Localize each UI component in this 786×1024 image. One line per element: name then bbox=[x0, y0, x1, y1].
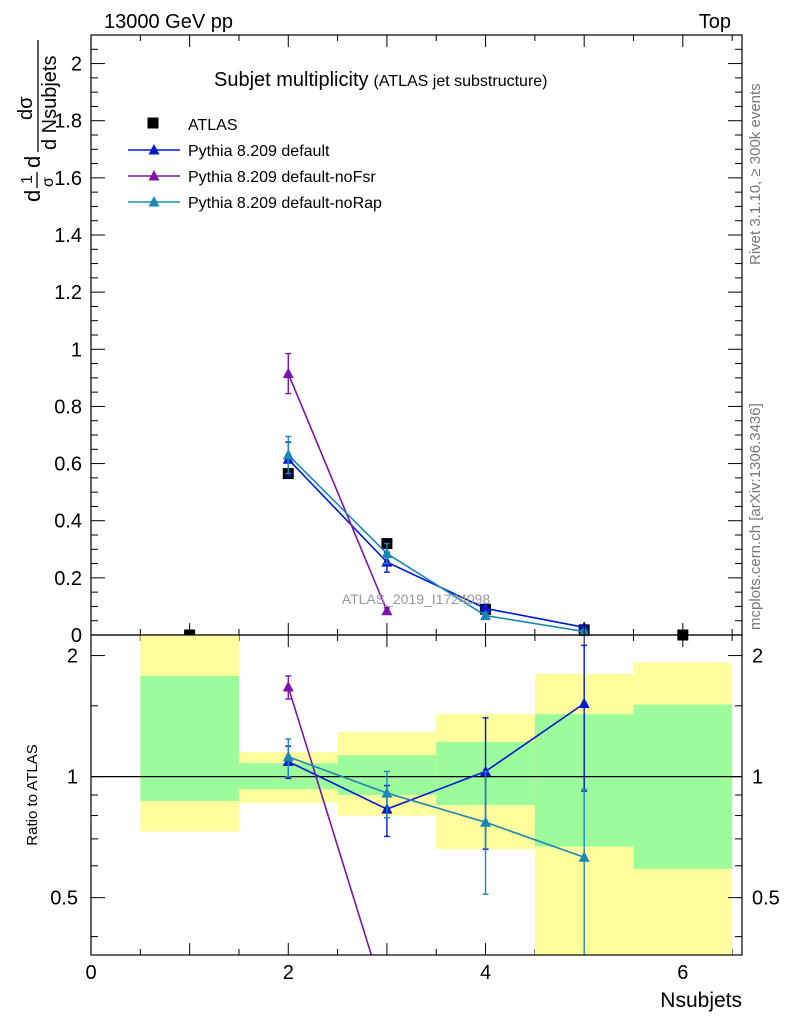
series-point bbox=[381, 547, 393, 559]
ratio-tick-label-left: 2 bbox=[67, 646, 78, 668]
chart-title-main: Subjet multiplicity bbox=[214, 69, 369, 91]
chart-title: Subjet multiplicity (ATLAS jet substructu… bbox=[214, 69, 548, 91]
series-point bbox=[480, 609, 492, 621]
process-label: Top bbox=[699, 11, 731, 33]
ratio-point bbox=[381, 999, 392, 1010]
y-tick-label: 1.4 bbox=[54, 225, 82, 247]
x-tick-label: 2 bbox=[283, 962, 294, 984]
x-tick-label: 0 bbox=[85, 962, 96, 984]
y-tick-label: 2 bbox=[71, 54, 82, 76]
series-point bbox=[480, 602, 492, 613]
x-tick-label: 6 bbox=[677, 962, 688, 984]
series-point bbox=[282, 449, 294, 460]
ratio-tick-label-right: 0.5 bbox=[752, 888, 780, 910]
ratio-point bbox=[480, 816, 492, 827]
ratio-tick-label-left: 0.5 bbox=[50, 888, 78, 910]
legend-marker bbox=[148, 170, 160, 181]
ylabel-prefix: d bbox=[20, 190, 45, 202]
ratio-panel: 0 2 4 6 0.5 0.5 1 1 2 2 bbox=[50, 634, 780, 1010]
legend-label: Pythia 8.209 default-noFsr bbox=[188, 169, 376, 186]
y-tick-label: 0 bbox=[71, 625, 82, 647]
ratio-tick-label-right: 1 bbox=[752, 767, 763, 789]
y-tick-label: 0.8 bbox=[54, 396, 82, 418]
y-tick-label: 0.2 bbox=[54, 568, 82, 590]
main-y-axis-label: d 1 σ d dσ d Nsubjets bbox=[15, 40, 61, 202]
x-tick-label: 4 bbox=[480, 962, 491, 984]
ylabel-frac-den: σ bbox=[40, 177, 57, 187]
ylabel-frac2-den: d Nsubjets bbox=[39, 56, 61, 151]
legend-marker bbox=[148, 144, 160, 155]
y-tick-label: 0.6 bbox=[54, 454, 82, 476]
y-tick-label: 1 bbox=[71, 339, 82, 361]
ratio-point bbox=[578, 851, 590, 862]
y-tick-label: 1.2 bbox=[54, 282, 82, 304]
legend-label-data: ATLAS bbox=[188, 117, 238, 134]
ratio-tick-label-left: 1 bbox=[67, 767, 78, 789]
ratio-series-line bbox=[287, 702, 585, 811]
legend: ATLAS Pythia 8.209 default Pythia 8.209 de… bbox=[128, 117, 382, 212]
mcplots-label: mcplots.cern.ch [arXiv:1306.3436] bbox=[747, 403, 764, 630]
ratio-plot-area bbox=[91, 635, 742, 1010]
chart-subtitle: (ATLAS jet substructure) bbox=[374, 73, 548, 90]
analysis-watermark: ATLAS_2019_I1724098 bbox=[342, 591, 491, 607]
ylabel-frac2-num: dσ bbox=[15, 96, 37, 120]
ratio-band-inner bbox=[633, 704, 733, 869]
y-tick-label: 1.8 bbox=[54, 111, 82, 133]
series-line bbox=[287, 373, 388, 612]
ratio-band-inner bbox=[140, 675, 239, 801]
series-point bbox=[282, 367, 294, 379]
rivet-label: Rivet 3.1.10, ≥ 300k events bbox=[747, 83, 764, 265]
ylabel-mid: d bbox=[20, 156, 45, 168]
ratio-point bbox=[381, 787, 393, 798]
ratio-y-axis-label: Ratio to ATLAS bbox=[24, 744, 41, 845]
ratio-series-line bbox=[287, 686, 373, 955]
ratio-point bbox=[578, 697, 590, 708]
legend-label: Pythia 8.209 default bbox=[188, 143, 330, 160]
legend-marker-data bbox=[147, 117, 159, 129]
ylabel-frac-num: 1 bbox=[19, 175, 36, 184]
ratio-point bbox=[480, 765, 492, 776]
energy-label: 13000 GeV pp bbox=[104, 11, 233, 33]
y-tick-label: 1.6 bbox=[54, 168, 82, 190]
x-axis-label: Nsubjets bbox=[660, 989, 742, 1012]
legend-marker bbox=[148, 196, 160, 207]
ratio-tick-label-right: 2 bbox=[752, 646, 763, 668]
series-line bbox=[287, 454, 585, 633]
ratio-point bbox=[282, 681, 294, 692]
y-tick-label: 0.4 bbox=[54, 511, 82, 533]
series-point bbox=[381, 604, 393, 616]
ratio-point bbox=[282, 750, 294, 762]
legend-label: Pythia 8.209 default-noRap bbox=[188, 195, 382, 212]
ratio-series-line bbox=[287, 756, 585, 859]
